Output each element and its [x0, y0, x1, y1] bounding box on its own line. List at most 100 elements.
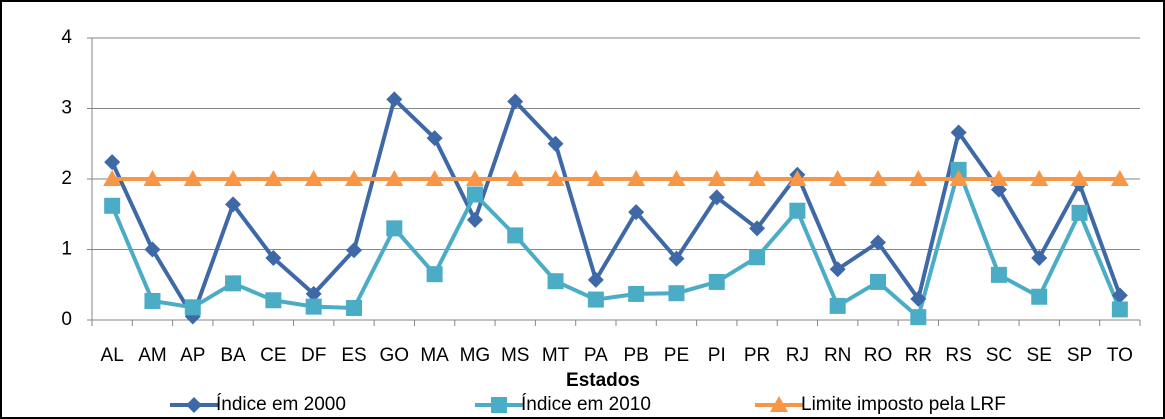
series-line [110, 95, 1122, 322]
data-point [1070, 170, 1089, 186]
x-tick-label: GO [380, 345, 410, 366]
data-point [546, 170, 565, 186]
data-point [547, 273, 564, 290]
x-tick-label: RJ [786, 345, 809, 366]
y-tick-label: 3 [61, 98, 72, 119]
data-point [305, 285, 322, 302]
data-point [990, 266, 1007, 283]
x-tick-label: PI [708, 345, 726, 366]
data-point [628, 285, 645, 302]
data-point [183, 170, 202, 186]
x-tick-label: RO [864, 345, 893, 366]
data-point [426, 130, 443, 147]
y-tick-label: 1 [61, 239, 72, 260]
data-point [587, 271, 604, 288]
x-tick-label: MS [501, 345, 530, 366]
data-point [104, 154, 121, 171]
x-tick-label: DF [301, 345, 326, 366]
data-point [586, 170, 605, 186]
x-tick-label: RR [905, 345, 932, 366]
data-point [828, 170, 847, 186]
data-point [628, 204, 645, 221]
data-point [1110, 170, 1129, 186]
x-tick-label: AM [138, 345, 167, 366]
x-tick-label: ES [341, 345, 366, 366]
data-point [1071, 204, 1088, 221]
x-tick-label: RN [824, 345, 851, 366]
data-point [143, 170, 162, 186]
x-tick-label: SP [1067, 345, 1092, 366]
y-tick-label: 2 [61, 168, 72, 189]
data-point [466, 186, 483, 203]
data-point [1031, 249, 1048, 266]
data-point [346, 300, 362, 317]
data-point [627, 170, 646, 186]
data-point [910, 290, 927, 307]
data-point [507, 227, 524, 244]
data-point [1111, 287, 1128, 304]
data-point [103, 170, 122, 186]
data-point [708, 273, 725, 290]
data-point [1031, 288, 1048, 305]
legend-label: Índice em 2000 [216, 394, 346, 415]
x-tick-label: CE [260, 345, 286, 366]
data-point [668, 285, 685, 302]
data-point [707, 170, 726, 186]
x-tick-label: TO [1107, 345, 1133, 366]
y-tick-label: 0 [61, 309, 72, 330]
data-point [950, 124, 967, 141]
data-point [909, 170, 928, 186]
data-point [144, 241, 161, 258]
data-point [385, 170, 404, 186]
x-tick-label: AL [101, 345, 124, 366]
x-tick-label: BA [220, 345, 246, 366]
data-point [104, 197, 121, 214]
data-point [224, 170, 243, 186]
data-point [667, 170, 686, 186]
data-point [345, 170, 363, 186]
data-point [184, 299, 201, 316]
data-point [304, 170, 323, 186]
data-point [870, 234, 886, 251]
data-point [1111, 301, 1128, 318]
legend-label: Índice em 2010 [521, 394, 651, 415]
data-point [547, 135, 564, 152]
data-point [749, 220, 766, 237]
legend-marker [491, 397, 507, 413]
x-tick-label: PA [584, 345, 608, 366]
data-point [789, 202, 806, 219]
data-point [829, 261, 846, 278]
x-tick-label: RS [945, 345, 971, 366]
data-point [346, 242, 362, 259]
data-point [386, 220, 403, 237]
data-point [466, 211, 483, 228]
y-tick-label: 4 [61, 27, 72, 48]
data-point [749, 249, 766, 266]
data-point [587, 291, 604, 308]
legend-label: Limite imposto pela LRF [801, 394, 1006, 415]
data-point [829, 297, 846, 314]
data-point [465, 170, 484, 186]
x-tick-label: MA [420, 345, 449, 366]
x-tick-label: MG [460, 345, 491, 366]
data-point [507, 93, 524, 110]
data-point [910, 309, 927, 326]
data-point [869, 170, 887, 186]
legend-marker [186, 397, 202, 413]
data-point [748, 170, 767, 186]
data-point [668, 250, 685, 267]
data-point [788, 170, 807, 186]
x-tick-label: MT [542, 345, 570, 366]
legend-marker [770, 396, 788, 412]
data-point [425, 170, 444, 186]
data-point [225, 275, 242, 292]
x-axis-title: Estados [566, 370, 640, 391]
data-point [1030, 170, 1049, 186]
data-point [426, 266, 443, 283]
data-point [264, 170, 283, 186]
x-tick-label: PB [623, 345, 648, 366]
x-tick-label: AP [180, 345, 205, 366]
data-point [265, 292, 282, 309]
